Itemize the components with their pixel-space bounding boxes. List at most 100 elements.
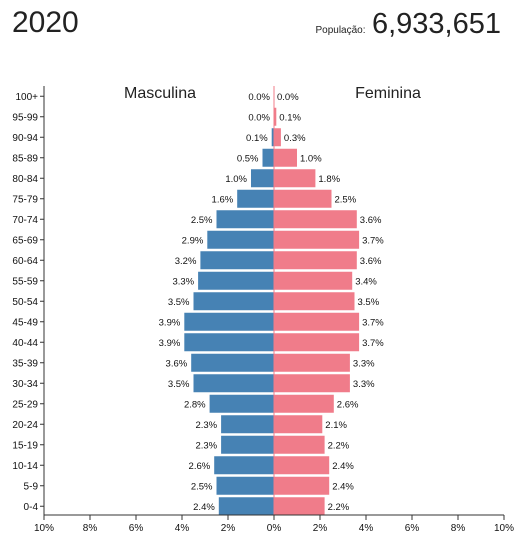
population-label: População:	[315, 25, 366, 36]
age-tick-label: 10-14	[12, 461, 38, 472]
female-bar	[274, 353, 350, 372]
x-tick-label: 2%	[313, 523, 328, 534]
female-bar	[274, 435, 325, 454]
female-bar	[274, 374, 350, 393]
male-value-label: 2.4%	[193, 502, 215, 513]
x-tick-label: 10%	[494, 523, 514, 534]
x-tick-label: 8%	[451, 523, 466, 534]
age-tick-label: 50-54	[12, 297, 38, 308]
population-display: População: 6,933,651	[315, 8, 501, 41]
female-bar	[274, 497, 325, 516]
population-value: 6,933,651	[371, 8, 501, 40]
male-bar	[207, 230, 274, 249]
female-value-label: 3.7%	[362, 338, 384, 349]
female-value-label: 1.8%	[318, 174, 340, 185]
male-bar	[216, 476, 274, 495]
female-bar	[274, 394, 334, 413]
age-tick-label: 75-79	[12, 194, 38, 205]
female-value-label: 3.4%	[355, 276, 377, 287]
female-value-label: 3.6%	[360, 215, 382, 226]
male-bar	[218, 497, 274, 516]
male-value-label: 0.0%	[248, 92, 270, 103]
male-value-label: 3.9%	[159, 317, 181, 328]
age-tick-label: 0-4	[24, 502, 39, 513]
age-tick-label: 100+	[15, 92, 38, 103]
female-bar	[274, 476, 330, 495]
female-bar	[274, 271, 353, 290]
male-bar	[191, 353, 274, 372]
female-value-label: 2.4%	[332, 461, 354, 472]
male-value-label: 0.5%	[237, 153, 259, 164]
female-bar	[274, 333, 360, 352]
male-value-label: 3.5%	[168, 379, 190, 390]
female-value-label: 2.2%	[328, 502, 350, 513]
female-value-label: 1.0%	[300, 153, 322, 164]
male-value-label: 0.1%	[246, 133, 268, 144]
female-bar	[274, 148, 297, 167]
female-value-label: 2.2%	[328, 440, 350, 451]
male-bar	[271, 128, 274, 147]
age-tick-label: 25-29	[12, 399, 38, 410]
male-value-label: 3.5%	[168, 297, 190, 308]
female-bar	[274, 169, 316, 188]
x-tick-label: 6%	[405, 523, 420, 534]
female-bar	[274, 292, 355, 311]
age-tick-label: 40-44	[12, 338, 38, 349]
female-value-label: 3.7%	[362, 317, 384, 328]
male-value-label: 3.9%	[159, 338, 181, 349]
age-tick-label: 60-64	[12, 256, 38, 267]
male-value-label: 2.9%	[182, 235, 204, 246]
x-tick-label: 0%	[267, 523, 282, 534]
male-value-label: 2.8%	[184, 399, 206, 410]
male-value-label: 1.6%	[212, 194, 234, 205]
male-bar	[184, 312, 274, 331]
age-tick-label: 55-59	[12, 276, 38, 287]
male-bar	[193, 374, 274, 393]
female-value-label: 3.5%	[358, 297, 380, 308]
female-bar	[274, 210, 357, 229]
x-tick-label: 4%	[359, 523, 374, 534]
x-tick-label: 8%	[83, 523, 98, 534]
female-label: Feminina	[355, 85, 421, 102]
female-bar	[274, 415, 323, 434]
male-label: Masculina	[124, 85, 196, 102]
female-bar	[274, 456, 330, 475]
year-title: 2020	[12, 6, 79, 39]
age-tick-label: 70-74	[12, 215, 38, 226]
male-bar	[209, 394, 274, 413]
age-tick-label: 35-39	[12, 358, 38, 369]
female-value-label: 2.5%	[335, 194, 357, 205]
age-tick-label: 15-19	[12, 440, 38, 451]
male-value-label: 3.2%	[175, 256, 197, 267]
x-tick-label: 2%	[221, 523, 236, 534]
age-tick-label: 30-34	[12, 379, 38, 390]
female-value-label: 2.6%	[337, 399, 359, 410]
female-value-label: 3.3%	[353, 379, 375, 390]
male-bar	[200, 251, 274, 270]
female-bar	[274, 107, 277, 126]
bars-group: 0.0% 0.0% 0.0% 0.1% 0.1% 0.3% 0.5% 1.0% 1.0% 1.8%…	[159, 86, 384, 516]
male-bar	[237, 189, 274, 208]
male-bar	[214, 456, 274, 475]
age-tick-label: 20-24	[12, 420, 38, 431]
x-tick-label: 10%	[34, 523, 54, 534]
age-tick-label: 85-89	[12, 153, 38, 164]
age-tick-label: 80-84	[12, 174, 38, 185]
x-tick-label: 6%	[129, 523, 144, 534]
male-bar	[193, 292, 274, 311]
female-value-label: 3.3%	[353, 358, 375, 369]
female-bar	[274, 230, 360, 249]
female-value-label: 0.1%	[279, 112, 301, 123]
male-value-label: 2.5%	[191, 215, 213, 226]
age-tick-label: 95-99	[12, 112, 38, 123]
female-bar	[274, 312, 360, 331]
male-bar	[198, 271, 274, 290]
male-value-label: 3.3%	[172, 276, 194, 287]
axes-group: 100+ 95-99 90-94 85-89 80-84 75-79 70-74 65-69 6…	[12, 86, 514, 534]
male-value-label: 2.6%	[189, 461, 211, 472]
male-value-label: 2.3%	[195, 440, 217, 451]
age-tick-label: 65-69	[12, 235, 38, 246]
male-value-label: 3.6%	[166, 358, 188, 369]
x-tick-label: 4%	[175, 523, 190, 534]
